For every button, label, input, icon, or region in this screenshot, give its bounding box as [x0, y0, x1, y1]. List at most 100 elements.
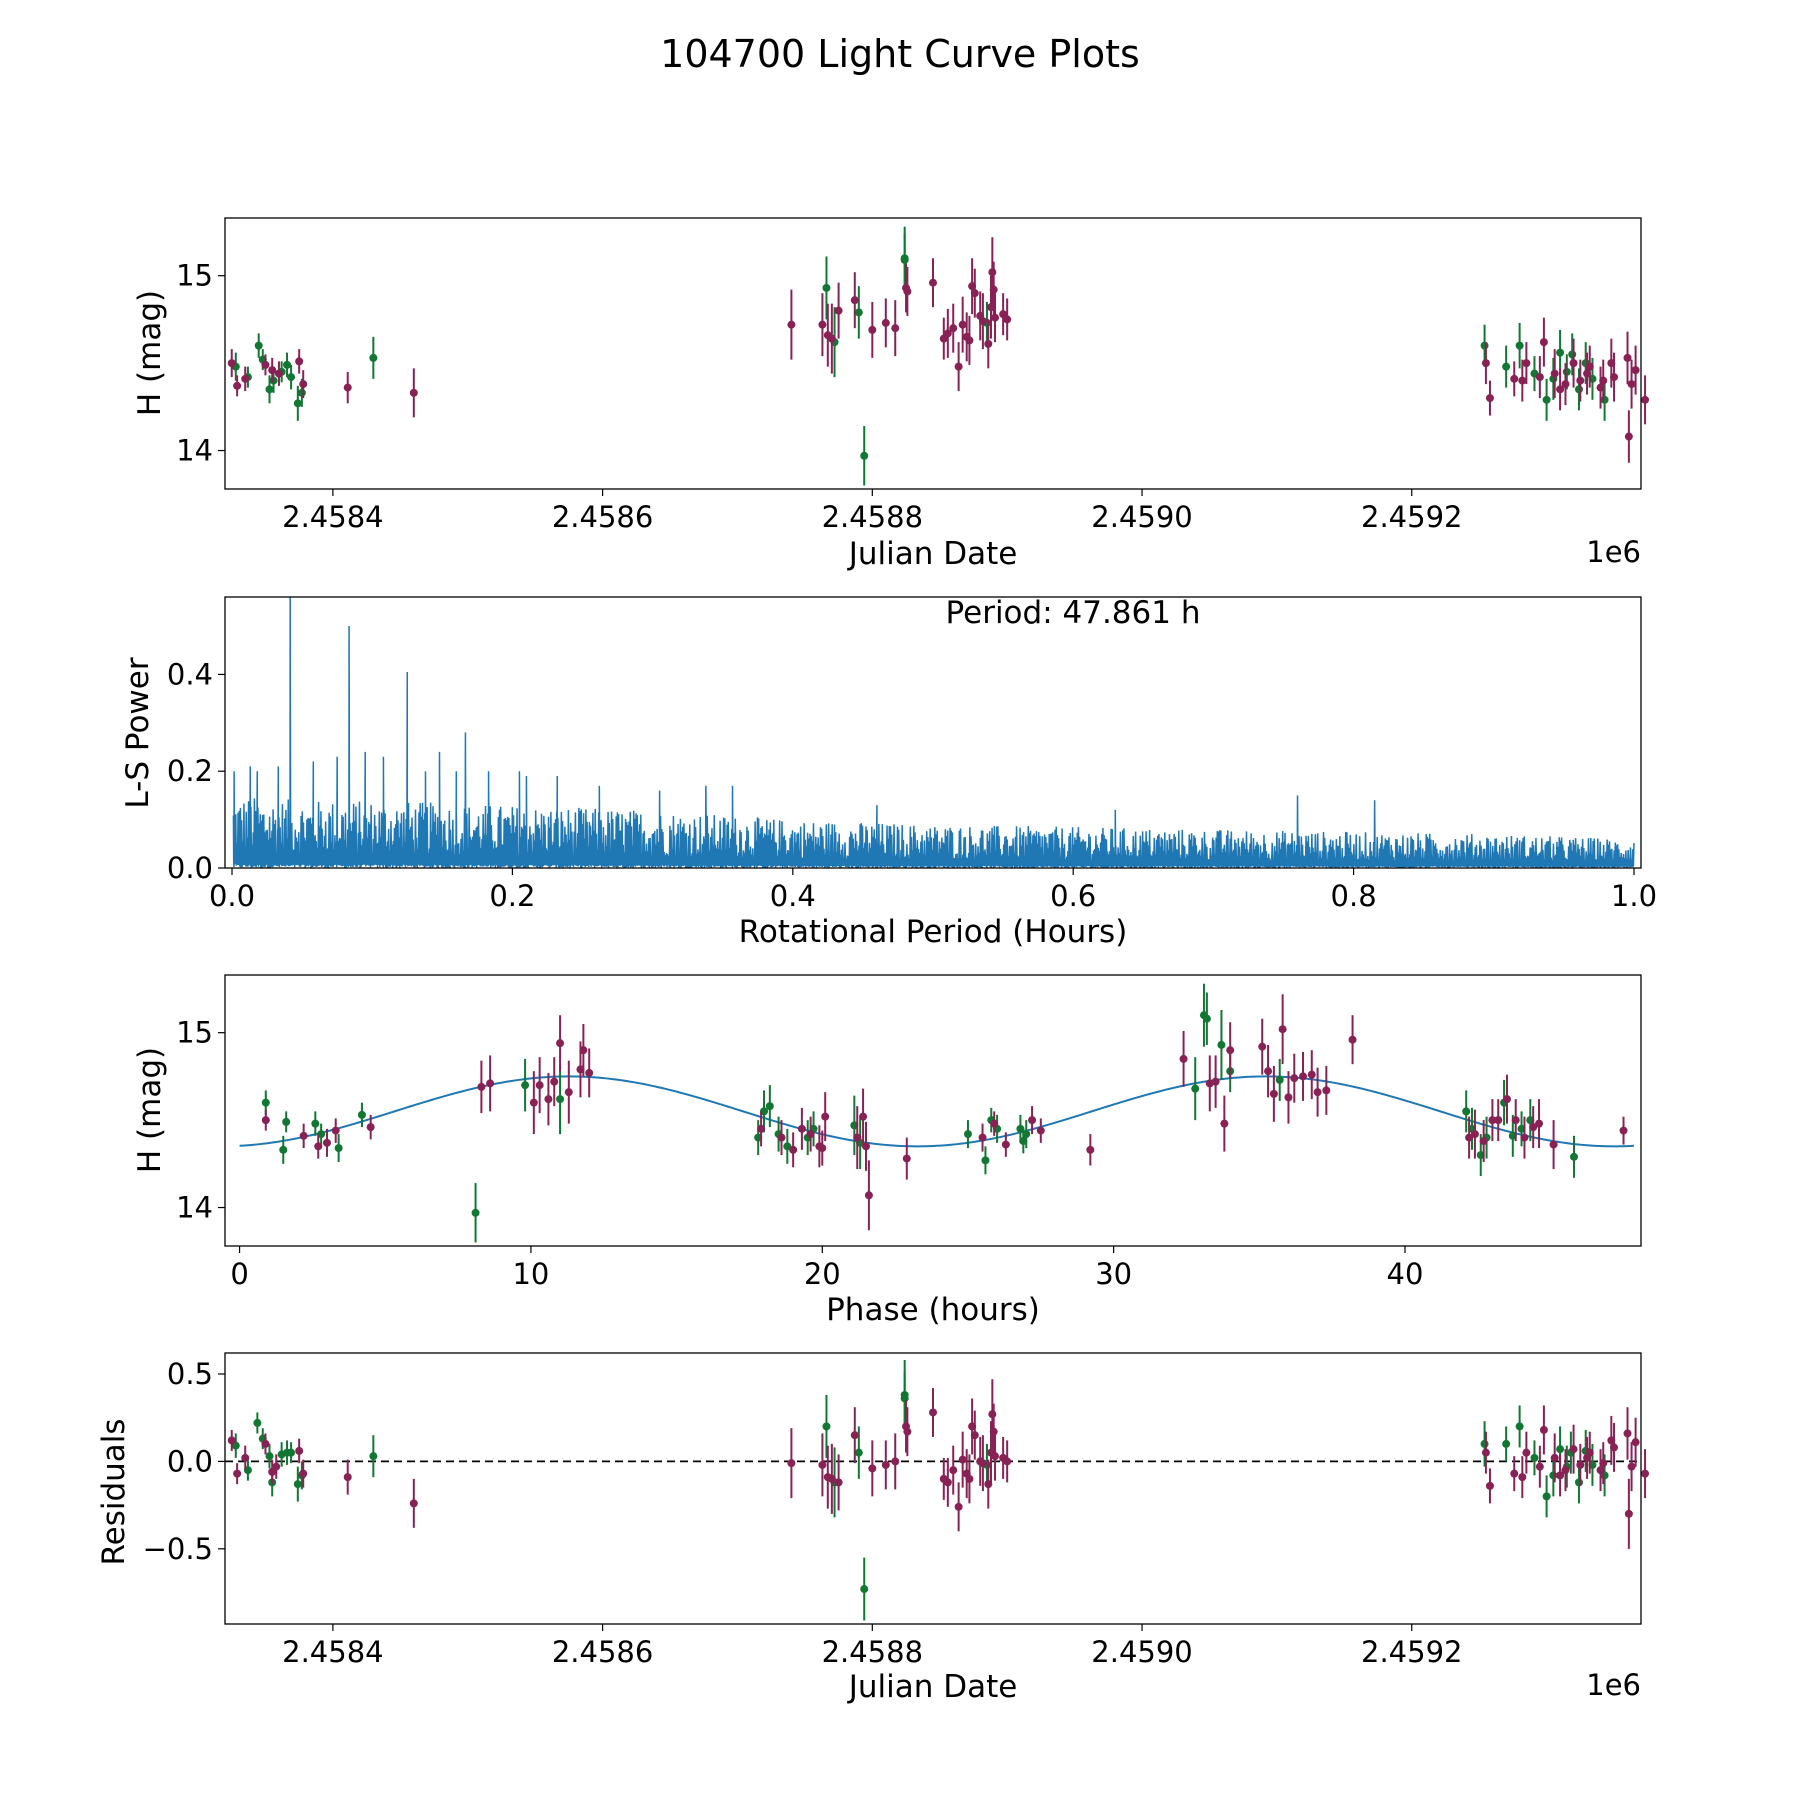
residuals-xtick-label: 2.4584	[282, 1635, 383, 1669]
lightcurve-green-point	[293, 399, 302, 408]
phased-purple-point	[535, 1081, 544, 1090]
lightcurve-purple-point	[1585, 362, 1594, 371]
lightcurve-purple-point	[1599, 376, 1608, 385]
phased-green-point	[1275, 1075, 1284, 1084]
phased-purple-point	[486, 1079, 495, 1088]
phased-green-point	[261, 1098, 270, 1107]
lightcurve-purple-point	[1627, 380, 1636, 389]
phased-purple-point	[978, 1133, 987, 1142]
phased-purple-point	[556, 1039, 565, 1048]
lightcurve-xtick-label: 2.4592	[1361, 500, 1462, 534]
residuals-purple-point	[954, 1502, 963, 1511]
phased-green-point	[1462, 1107, 1471, 1116]
lightcurve-green-point	[1515, 341, 1524, 350]
phased-purple-point	[564, 1088, 573, 1097]
phased-green-point	[765, 1102, 774, 1111]
period-annotation: Period: 47.861 h	[946, 595, 1201, 631]
residuals-purple-point	[787, 1459, 796, 1468]
lightcurve-purple-point	[1623, 353, 1632, 362]
lightcurve-purple-point	[1535, 373, 1544, 382]
residuals-frame	[224, 1352, 1642, 1625]
phased-purple-point	[550, 1077, 559, 1086]
residuals-purple-point	[834, 1478, 843, 1487]
lightcurve-purple-point	[1624, 432, 1633, 441]
residuals-purple-point	[1585, 1448, 1594, 1457]
phased-purple-point	[1511, 1116, 1520, 1125]
periodogram-line	[232, 596, 1635, 869]
residuals-purple-point	[1481, 1448, 1490, 1457]
lightcurve-purple-point	[295, 357, 304, 366]
lightcurve-ylabel: H (mag)	[132, 290, 168, 416]
lightcurve-purple-point	[227, 359, 236, 368]
residuals-purple-point	[1556, 1471, 1565, 1480]
phased-green-point	[1191, 1084, 1200, 1093]
phased-xtick-label: 20	[804, 1257, 841, 1291]
residuals-green-point	[293, 1480, 302, 1489]
residuals-green-point	[1480, 1439, 1489, 1448]
phased-green-point	[963, 1130, 972, 1139]
lightcurve-purple-point	[965, 336, 974, 345]
phased-purple-point	[1220, 1119, 1229, 1128]
periodogram-xtick-label: 0.2	[489, 879, 535, 913]
residuals-purple-point	[1485, 1481, 1494, 1490]
phased-purple-point	[1001, 1140, 1010, 1149]
lightcurve-green-point	[1502, 362, 1511, 371]
lightcurve-axes: 2.4584 2.4586 2.4588 2.4590 2.4592 14 15	[176, 259, 1462, 534]
residuals-xtick-label: 2.4592	[1361, 1635, 1462, 1669]
phased-marks	[239, 983, 1635, 1243]
lightcurve-purple-point	[834, 306, 843, 315]
phased-purple-point	[1179, 1054, 1188, 1063]
lightcurve-green-point	[900, 255, 909, 264]
phased-purple-point	[990, 1119, 999, 1128]
phased-purple-point	[797, 1124, 806, 1133]
residuals-purple-point	[1522, 1448, 1531, 1457]
phased-green-point	[1569, 1152, 1578, 1161]
phased-purple-point	[1322, 1086, 1331, 1095]
lightcurve-purple-point	[891, 324, 900, 333]
residuals-purple-point	[1518, 1473, 1527, 1482]
residuals-purple-point	[978, 1459, 987, 1468]
residuals-purple-point	[1641, 1469, 1650, 1478]
lightcurve-purple-point	[1576, 376, 1585, 385]
phased-purple-point	[1086, 1145, 1095, 1154]
phased-xtick-label: 40	[1387, 1257, 1424, 1291]
lightcurve-green-point	[269, 376, 278, 385]
residuals-ytick-label: 0.0	[167, 1444, 213, 1478]
lightcurve-purple-point	[881, 318, 890, 327]
phased-purple-point	[1036, 1126, 1045, 1135]
residuals-purple-point	[1539, 1425, 1548, 1434]
lightcurve-green-point	[369, 353, 378, 362]
lightcurve-purple-point	[818, 320, 827, 329]
lightcurve-purple-point	[1485, 394, 1494, 403]
lightcurve-purple-point	[1556, 385, 1565, 394]
residuals-purple-point	[958, 1455, 967, 1464]
phased-green-point	[783, 1142, 792, 1151]
phased-green-point	[1217, 1040, 1226, 1049]
residuals-green-point	[1574, 1478, 1583, 1487]
phased-purple-point	[314, 1142, 323, 1151]
lightcurve-purple-point	[991, 313, 1000, 322]
phased-panel: 0 10 20 30 40 14 15 Phase (hours) H (mag)	[132, 974, 1642, 1328]
lightcurve-purple-point	[1518, 376, 1527, 385]
residuals-purple-point	[1610, 1443, 1619, 1452]
phased-purple-point	[1258, 1042, 1267, 1051]
periodogram-ytick-label: 0.2	[167, 754, 213, 788]
lightcurve-xlabel: Julian Date	[847, 536, 1018, 572]
lightcurve-panel: 2.4584 2.4586 2.4588 2.4590 2.4592 14 15 Julia…	[132, 217, 1650, 572]
lightcurve-purple-point	[949, 324, 958, 333]
lightcurve-green-point	[1568, 350, 1577, 359]
phased-purple-point	[1502, 1095, 1511, 1104]
phased-purple-point	[331, 1126, 340, 1135]
lightcurve-purple-point	[827, 334, 836, 343]
lightcurve-green-point	[254, 341, 263, 350]
phased-purple-point	[853, 1133, 862, 1142]
phased-purple-point	[1494, 1116, 1503, 1125]
residuals-marks	[225, 1359, 1650, 1621]
phased-purple-point	[1619, 1126, 1628, 1135]
lightcurve-green-point	[297, 388, 306, 397]
lightcurve-xtick-label: 2.4590	[1091, 500, 1192, 534]
phased-axes: 0 10 20 30 40 14 15	[176, 1016, 1423, 1291]
residuals-purple-point	[965, 1474, 974, 1483]
residuals-xtick-label: 2.4588	[822, 1635, 923, 1669]
lightcurve-purple-point	[984, 339, 993, 348]
